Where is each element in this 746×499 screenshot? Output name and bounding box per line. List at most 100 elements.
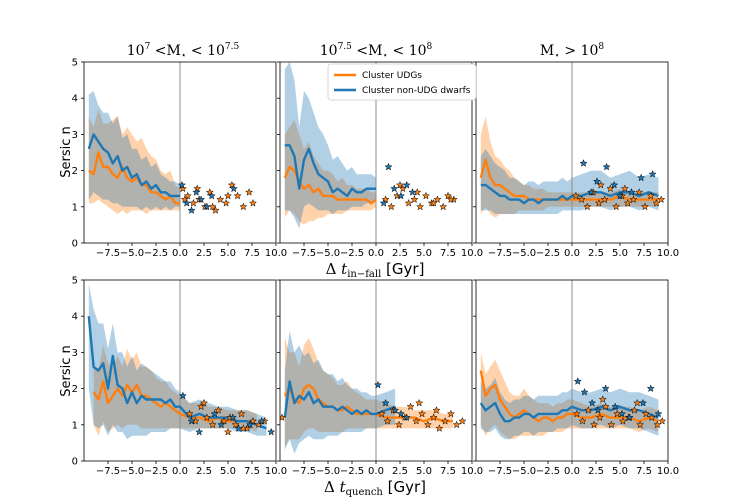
star-point (248, 416, 258, 425)
star-point (245, 420, 255, 429)
x-tick-label: 7.5 (244, 466, 260, 477)
x-tick-label: 7.5 (636, 466, 652, 477)
star-point (625, 413, 634, 422)
x-tick-label: −7.5 (96, 466, 120, 477)
x-tick-label: 0.0 (564, 466, 580, 477)
star-point (601, 402, 610, 411)
confidence-band (480, 116, 659, 218)
panel-title-2: 107.5 <M⋆ < 108 (320, 42, 433, 61)
star-point (658, 416, 667, 425)
series-line (284, 144, 376, 198)
star-point (654, 409, 663, 418)
x-tick-label: 7.5 (636, 248, 652, 259)
star-point (377, 409, 386, 418)
y-tick-label: 2 (72, 384, 78, 395)
legend-label-udg: Cluster UDGs (362, 71, 422, 81)
x-tick-label: −5.0 (512, 248, 536, 259)
star-point (580, 387, 589, 396)
star-point (578, 416, 587, 425)
star-point (620, 184, 629, 193)
star-point (408, 188, 417, 196)
star-point (415, 398, 424, 407)
x-tick-label: 7.5 (440, 466, 456, 477)
star-point (640, 202, 650, 211)
series-line (479, 370, 659, 423)
star-point (402, 413, 411, 422)
star-point (217, 420, 226, 429)
star-point (601, 384, 610, 393)
star-point (395, 180, 405, 189)
star-point (211, 206, 220, 214)
star-point (202, 202, 211, 211)
star-point (193, 184, 202, 193)
x-tick-label: 0.0 (564, 248, 580, 259)
star-point (214, 406, 223, 414)
star-point (593, 406, 603, 414)
star-point (404, 198, 413, 207)
y-tick-label: 1 (72, 420, 78, 431)
star-point (280, 413, 287, 422)
star-point (595, 413, 604, 422)
panel-6: −7.5 −5.0 −2.5 0.0 2.5 5.0 7.5 10.0 (473, 279, 679, 477)
x-tick-label: −5.0 (120, 248, 144, 259)
star-point (187, 416, 196, 425)
star-point (245, 188, 254, 196)
y-tick-label: 0 (72, 457, 78, 468)
star-point (373, 380, 383, 389)
star-point (210, 409, 219, 418)
star-point (641, 409, 651, 418)
plot-area (283, 62, 458, 243)
star-point (410, 195, 419, 204)
star-point (433, 195, 442, 204)
star-point (446, 195, 455, 204)
star-point (635, 188, 644, 196)
series-line (283, 383, 453, 423)
star-point (588, 398, 597, 407)
x-tick-label: −2.5 (144, 466, 168, 477)
star-point (637, 173, 646, 182)
x-tick-label: −2.5 (340, 248, 364, 259)
star-point (584, 406, 593, 414)
star-point (421, 191, 431, 200)
y-tick-label: 5 (72, 58, 78, 69)
star-point (432, 406, 441, 414)
star-point (589, 420, 599, 429)
star-point (607, 420, 616, 429)
plot-area (87, 280, 276, 461)
star-point (452, 420, 461, 429)
star-point (638, 398, 648, 407)
x-tick-label: 5.0 (612, 248, 628, 259)
star-point (233, 191, 242, 200)
panel-4: −7.5 −5.0 −2.5 0.0 2.5 5.0 7.5 10.0 0 1 2 3 4 5 (72, 276, 288, 478)
x-tick-label: −7.5 (292, 248, 316, 259)
y-tick-label: 5 (72, 276, 78, 287)
star-point (429, 198, 438, 207)
star-point (646, 191, 655, 200)
x-tick-label: −2.5 (536, 248, 560, 259)
y-tick-label: 2 (72, 166, 78, 177)
star-point (381, 398, 390, 407)
x-tick-label: −2.5 (536, 466, 560, 477)
star-point (202, 413, 211, 422)
legend-frame (327, 63, 477, 101)
panel-1: −7.5 −5.0 −2.5 0.0 2.5 5.0 7.5 10.0 0 1 2 3 4 5 (72, 58, 288, 260)
star-point (396, 409, 406, 418)
star-point (180, 195, 189, 204)
panel-title-3: M⋆ > 108 (540, 42, 604, 61)
star-point (598, 395, 607, 403)
x-tick-label: 2.5 (196, 248, 212, 259)
star-point (189, 198, 198, 207)
x-tick-label: 2.5 (392, 248, 408, 259)
y-tick-label: 0 (72, 239, 78, 250)
star-point (572, 409, 581, 418)
star-point (384, 162, 393, 171)
star-point (446, 409, 455, 418)
star-point (610, 180, 619, 189)
confidence-band (88, 283, 267, 440)
legend: Cluster UDGs Cluster non-UDG dwarfs (327, 63, 477, 101)
x-tick-label: 0.0 (172, 466, 188, 477)
panel-title-1: 107 <M⋆ < 107.5 (127, 42, 240, 61)
y-tick-label: 1 (72, 202, 78, 213)
x-tick-label: 0.0 (172, 248, 188, 259)
